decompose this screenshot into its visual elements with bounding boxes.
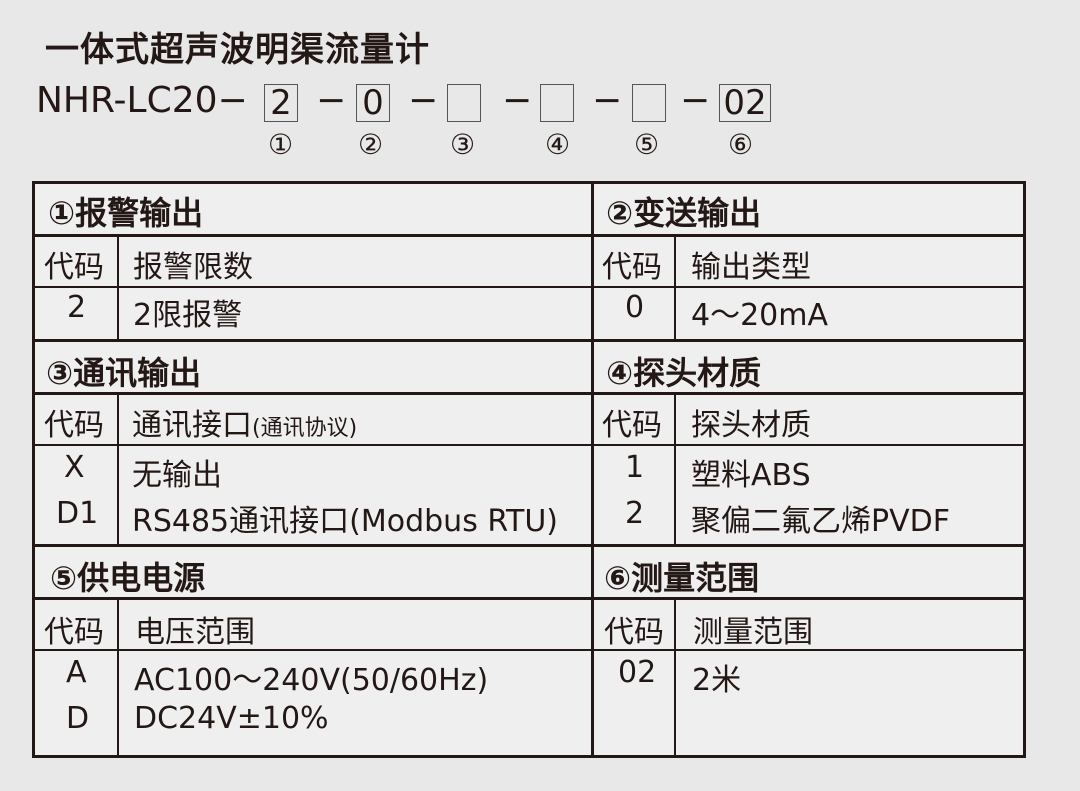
code-cell: D: [66, 701, 90, 736]
section-title-range: ⑥测量范围: [604, 559, 760, 597]
header-alarm-limits: 报警限数: [133, 250, 253, 285]
code-cell: A: [66, 655, 87, 690]
marker-1: ①: [268, 128, 294, 161]
table-border: [33, 544, 1026, 547]
header-code: 代码: [602, 408, 662, 443]
header-code: 代码: [604, 615, 664, 650]
desc-cell: DC24V±10%: [134, 701, 329, 736]
marker-3: ③: [450, 128, 476, 161]
table-border: [33, 755, 1026, 758]
header-voltage-range: 电压范围: [135, 615, 255, 650]
table-border: [33, 444, 1026, 446]
desc-cell: AC100～240V(50/60Hz): [134, 663, 489, 698]
desc-cell: 2限报警: [133, 298, 243, 333]
table-border: [33, 597, 1026, 600]
header-text: 通讯接口: [132, 408, 252, 443]
table-border: [674, 599, 676, 756]
dash: −: [316, 80, 347, 121]
marker-6: ⑥: [728, 128, 754, 161]
section-title-probe: ④探头材质: [606, 354, 762, 392]
header-output-type: 输出类型: [691, 250, 811, 285]
header-code: 代码: [602, 250, 662, 285]
table-border: [33, 339, 1026, 342]
table-border: [1023, 181, 1026, 758]
model-prefix: NHR-LC20−: [36, 80, 248, 121]
header-comm-interface: 通讯接口(通讯协议): [132, 400, 357, 444]
section-title-alarm: ①报警输出: [48, 194, 204, 232]
code-cell: X: [64, 450, 85, 485]
product-title: 一体式超声波明渠流量计: [45, 30, 430, 70]
table-border: [117, 236, 119, 340]
dash: −: [408, 80, 439, 121]
table-border: [33, 234, 1026, 237]
dash: −: [592, 80, 623, 121]
code-box-1: 2: [264, 84, 298, 122]
table-border: [591, 181, 594, 758]
code-box-6: 02: [719, 84, 771, 122]
header-probe-material: 探头材质: [691, 408, 811, 443]
section-title-power: ⑤供电电源: [50, 559, 206, 597]
desc-cell: RS485通讯接口(Modbus RTU): [132, 504, 559, 539]
marker-2: ②: [358, 128, 384, 161]
section-title-output: ②变送输出: [606, 194, 762, 232]
marker-5: ⑤: [634, 128, 660, 161]
desc-cell: 2米: [692, 663, 742, 698]
table-border: [674, 236, 676, 340]
header-measure-range: 测量范围: [693, 615, 813, 650]
dash: −: [680, 80, 711, 121]
table-border: [33, 286, 1026, 288]
table-border: [117, 599, 119, 756]
section-title-comm: ③通讯输出: [46, 354, 202, 392]
code-box-5: [632, 84, 666, 122]
code-cell: 02: [618, 655, 657, 690]
dash: −: [502, 80, 533, 121]
code-box-4: [540, 84, 574, 122]
header-code: 代码: [44, 615, 104, 650]
desc-cell: 塑料ABS: [691, 458, 811, 493]
table-border: [33, 649, 1026, 651]
code-box-3: [447, 84, 481, 122]
marker-4: ④: [545, 128, 571, 161]
code-cell: D1: [56, 496, 99, 531]
code-cell: 2: [625, 496, 645, 531]
code-cell: 1: [625, 450, 645, 485]
table-border: [32, 181, 35, 758]
table-border: [33, 181, 1026, 184]
header-subtext: (通讯协议): [252, 416, 358, 441]
table-background: [33, 182, 1025, 757]
code-cell: 0: [625, 290, 645, 325]
desc-cell: 聚偏二氟乙烯PVDF: [691, 504, 950, 539]
table-border: [33, 392, 1026, 395]
header-code: 代码: [44, 408, 104, 443]
desc-cell: 4～20mA: [691, 298, 829, 333]
table-border: [117, 394, 119, 545]
desc-cell: 无输出: [132, 458, 222, 493]
header-code: 代码: [44, 250, 104, 285]
table-border: [674, 394, 676, 545]
code-box-2: 0: [356, 84, 390, 122]
code-cell: 2: [67, 290, 87, 325]
